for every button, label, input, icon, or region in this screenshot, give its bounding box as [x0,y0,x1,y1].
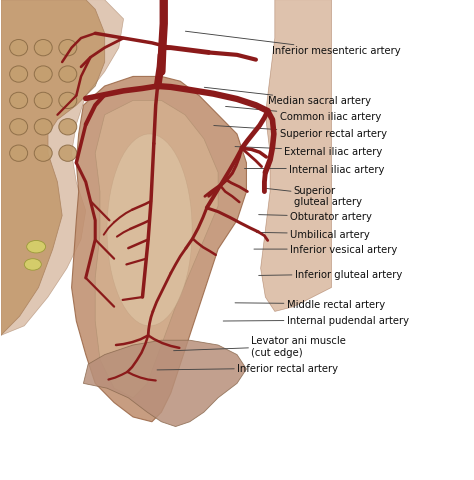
Text: Obturator artery: Obturator artery [259,212,372,222]
Ellipse shape [34,120,52,136]
Ellipse shape [9,40,27,57]
Ellipse shape [34,40,52,57]
Ellipse shape [9,67,27,83]
Text: Inferior mesenteric artery: Inferior mesenteric artery [185,32,401,56]
Polygon shape [0,0,124,336]
Text: Internal pudendal artery: Internal pudendal artery [223,315,409,325]
Ellipse shape [9,93,27,109]
Ellipse shape [107,135,192,326]
Text: Superior rectal artery: Superior rectal artery [214,126,386,139]
Ellipse shape [59,146,77,162]
Text: Middle rectal artery: Middle rectal artery [235,299,385,309]
Text: Median sacral artery: Median sacral artery [204,88,371,106]
Ellipse shape [34,146,52,162]
Text: Inferior rectal artery: Inferior rectal artery [157,363,338,373]
Ellipse shape [24,259,41,271]
Ellipse shape [27,241,46,253]
Text: External iliac artery: External iliac artery [235,146,383,156]
Ellipse shape [34,67,52,83]
Text: Umbilical artery: Umbilical artery [256,229,370,239]
Text: Internal iliac artery: Internal iliac artery [245,164,384,174]
Text: Levator ani muscle
(cut edge): Levator ani muscle (cut edge) [173,336,346,357]
Ellipse shape [59,93,77,109]
Text: Superior
gluteal artery: Superior gluteal artery [263,185,362,207]
Polygon shape [95,101,218,398]
Ellipse shape [59,120,77,136]
Polygon shape [261,0,331,312]
Ellipse shape [59,67,77,83]
Text: Inferior gluteal artery: Inferior gluteal artery [259,269,402,279]
Ellipse shape [34,93,52,109]
Text: Common iliac artery: Common iliac artery [226,107,381,122]
Polygon shape [0,0,105,336]
Ellipse shape [59,40,77,57]
Polygon shape [72,77,246,422]
Text: Inferior vesical artery: Inferior vesical artery [254,245,397,254]
Polygon shape [83,340,246,427]
Ellipse shape [9,146,27,162]
Ellipse shape [9,120,27,136]
